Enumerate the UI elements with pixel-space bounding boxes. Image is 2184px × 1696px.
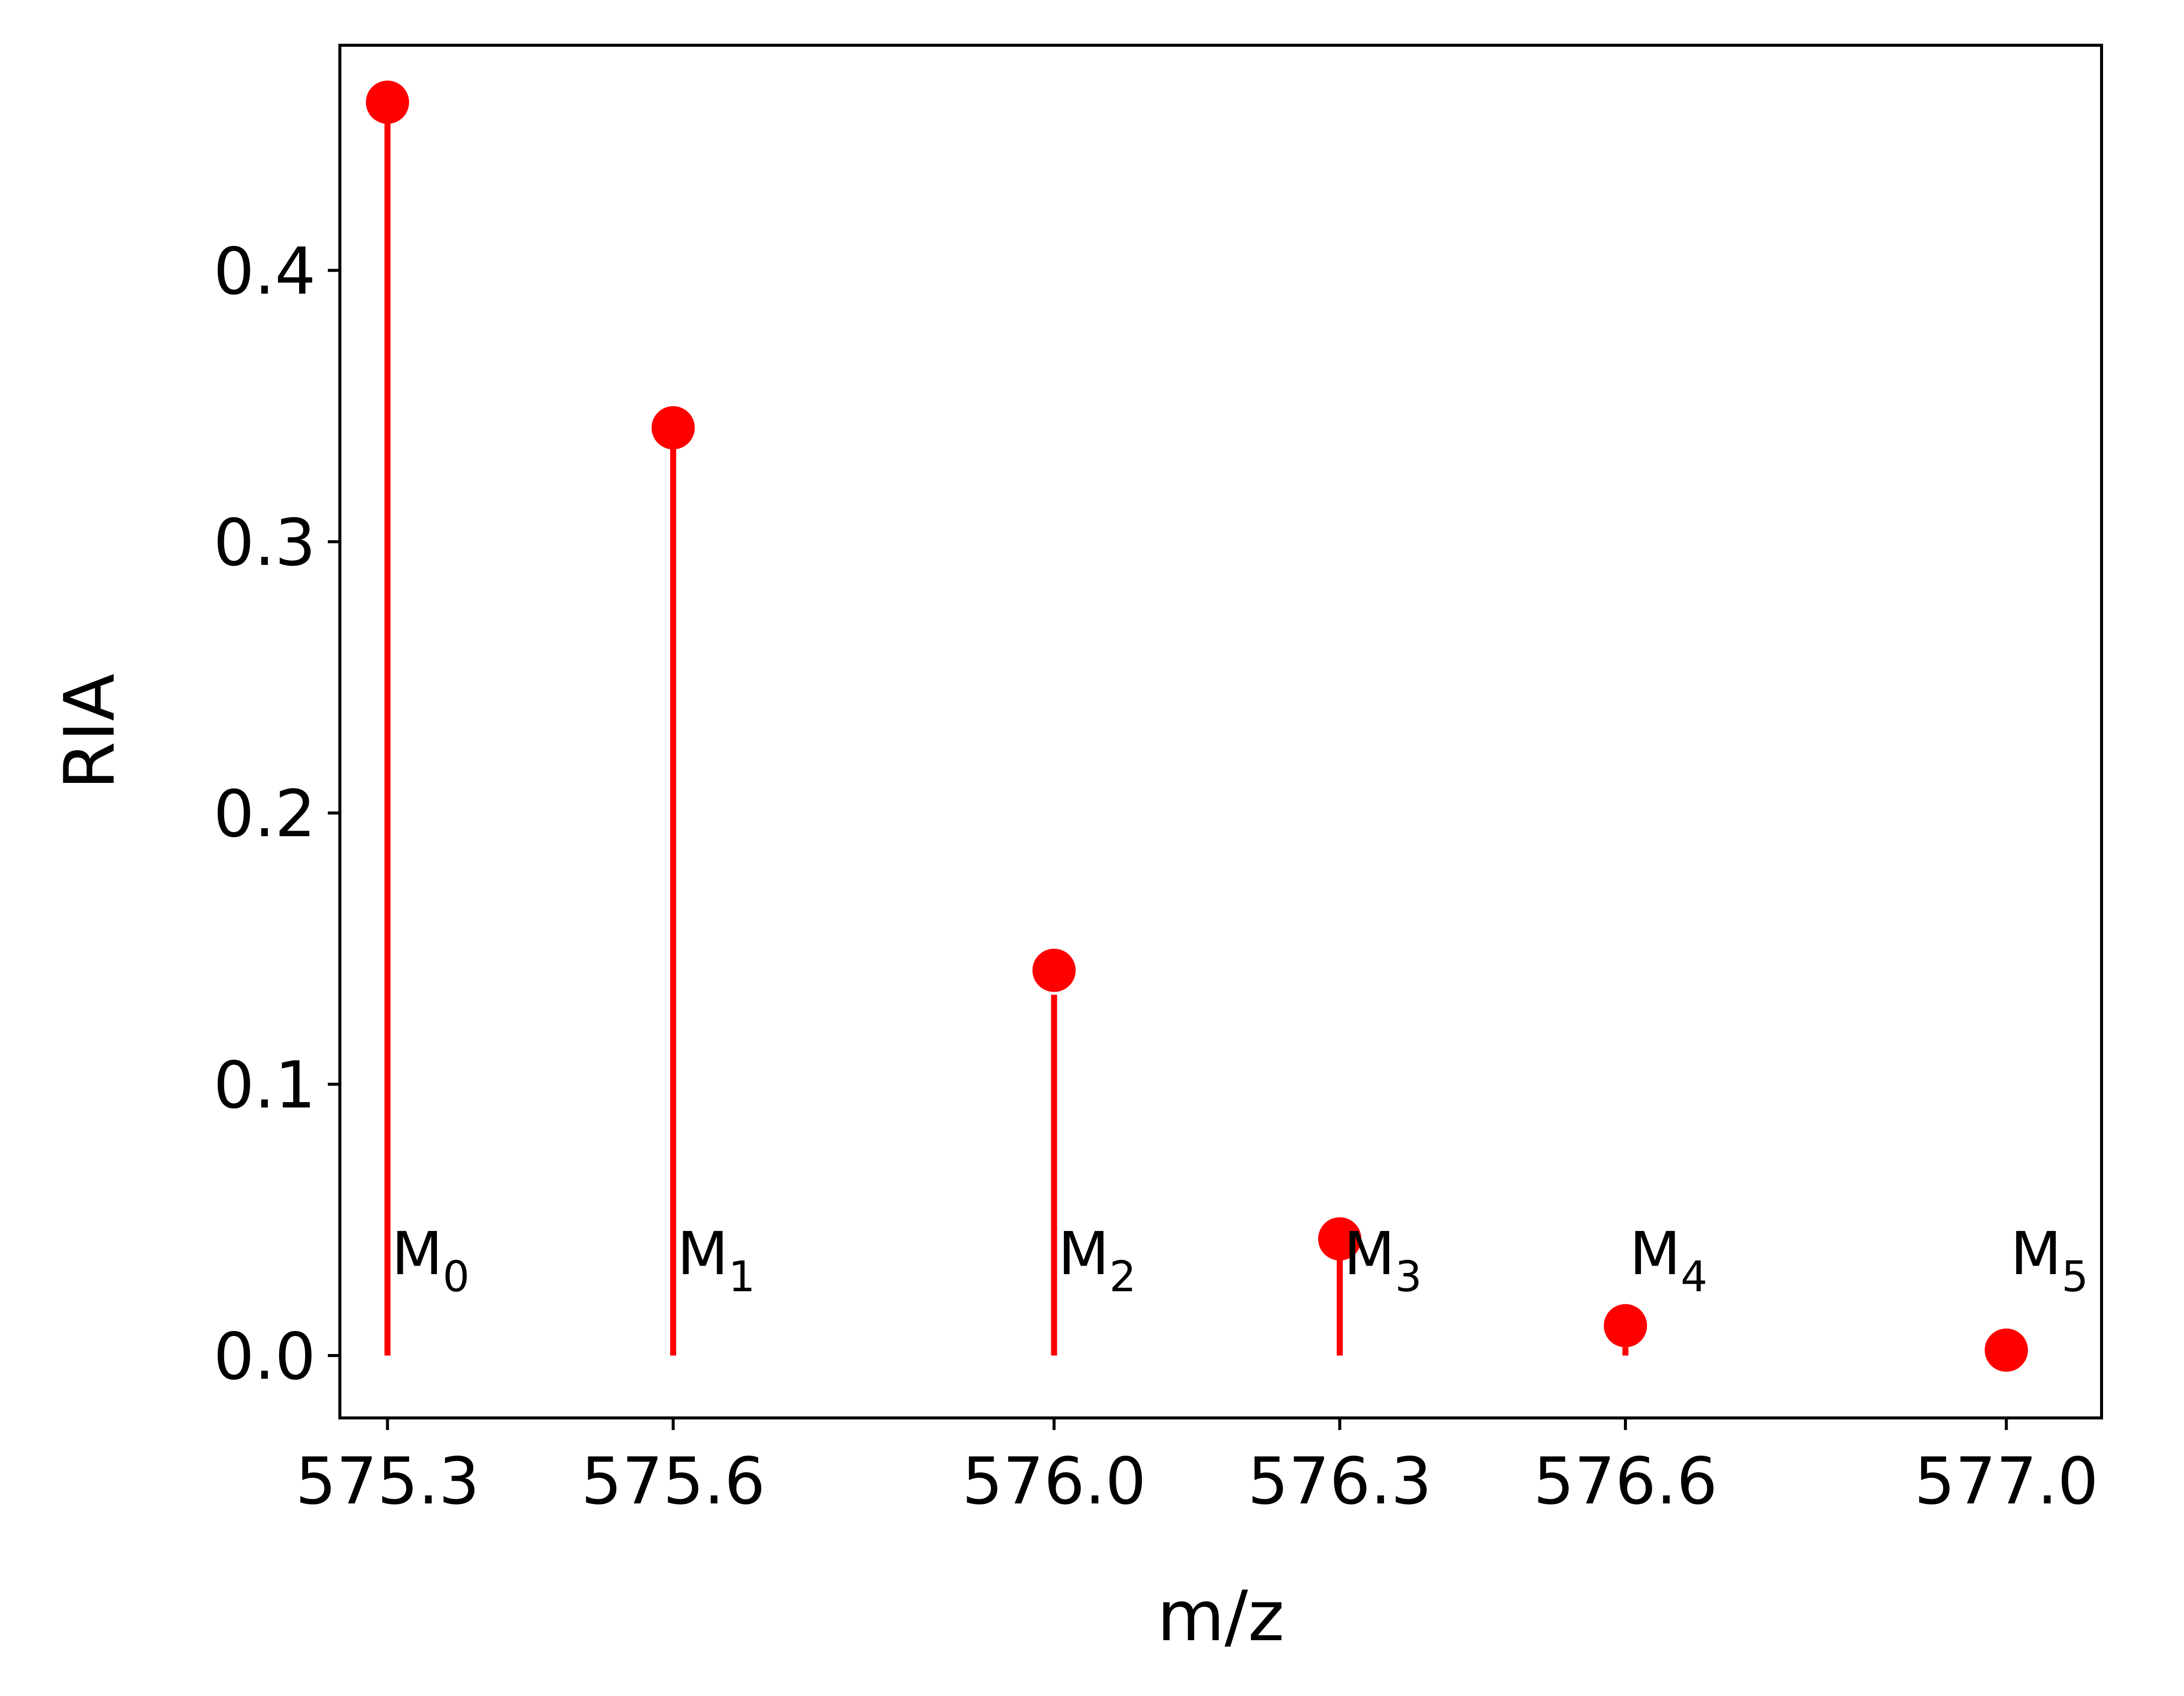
data-point xyxy=(1984,1328,2028,1372)
x-tick-label: 577.0 xyxy=(1914,1444,2098,1519)
peak-label: M2 xyxy=(1058,1219,1136,1301)
axes-frame xyxy=(338,44,2103,1419)
peak-label: M4 xyxy=(1629,1219,1707,1301)
x-tick-label: 576.3 xyxy=(1248,1444,1432,1519)
y-tick-label: 0.0 xyxy=(213,1319,316,1394)
peak-label-subscript: 2 xyxy=(1109,1252,1136,1301)
peak-label-subscript: 1 xyxy=(729,1252,755,1301)
data-point xyxy=(1318,1217,1361,1261)
data-point xyxy=(1603,1304,1647,1348)
peak-label-subscript: 5 xyxy=(2061,1252,2088,1301)
peak-label-base: M xyxy=(1629,1219,1681,1288)
peak-label: M3 xyxy=(1344,1219,1422,1301)
peak-label-base: M xyxy=(1344,1219,1395,1288)
data-point xyxy=(366,80,409,124)
peak-label-base: M xyxy=(2011,1219,2062,1288)
y-axis-title: RIA xyxy=(49,674,130,790)
peak-label: M1 xyxy=(677,1219,755,1301)
plot-area: M0 M1 M2 M3 M4 M5 xyxy=(366,80,2088,1372)
peak-label-subscript: 4 xyxy=(1681,1252,1707,1301)
x-tick-label: 575.6 xyxy=(581,1444,765,1519)
x-tick-label: 576.6 xyxy=(1533,1444,1717,1519)
x-tick-label: 575.3 xyxy=(295,1444,479,1519)
data-point xyxy=(651,406,695,450)
y-tick-label: 0.3 xyxy=(213,505,316,580)
x-tick-label: 576.0 xyxy=(962,1444,1146,1519)
peak-label: M0 xyxy=(392,1219,470,1301)
axes: 575.3 575.6 576.0 576.3 576.6 577.0 0.0 0.1 0.2 0… xyxy=(213,234,2098,1519)
peak-label-base: M xyxy=(392,1219,443,1288)
peak-label-subscript: 0 xyxy=(443,1252,470,1301)
y-tick-label: 0.1 xyxy=(213,1048,316,1123)
y-tick-label: 0.2 xyxy=(213,777,316,852)
peak-label: M5 xyxy=(2011,1219,2088,1301)
peak-label-base: M xyxy=(677,1219,729,1288)
y-tick-label: 0.4 xyxy=(213,234,316,309)
peak-label-base: M xyxy=(1058,1219,1110,1288)
x-axis-title: m/z xyxy=(1157,1576,1284,1657)
peak-label-subscript: 3 xyxy=(1395,1252,1422,1301)
data-point xyxy=(1032,948,1076,992)
